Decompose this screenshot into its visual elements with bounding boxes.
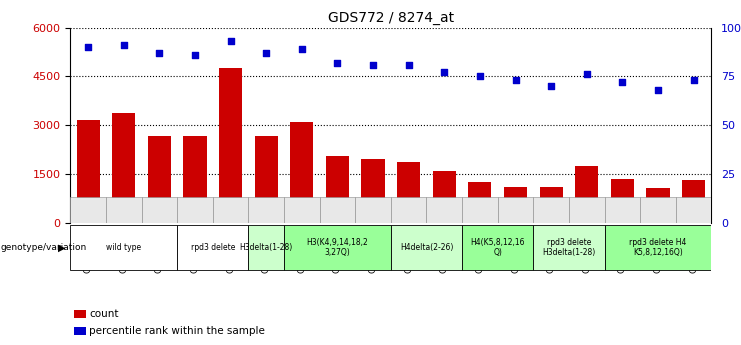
Text: H4(K5,8,12,16
Q): H4(K5,8,12,16 Q)	[471, 238, 525, 257]
Bar	[362, 159, 385, 223]
FancyBboxPatch shape	[177, 197, 213, 223]
FancyBboxPatch shape	[640, 197, 676, 223]
FancyBboxPatch shape	[391, 225, 462, 270]
Text: H3delta(1-28): H3delta(1-28)	[239, 243, 293, 252]
Bar	[326, 156, 349, 223]
FancyBboxPatch shape	[284, 225, 391, 270]
Point	[225, 39, 236, 44]
Text: H3(K4,9,14,18,2
3,27Q): H3(K4,9,14,18,2 3,27Q)	[307, 238, 368, 257]
Point	[545, 83, 557, 89]
Point	[260, 50, 272, 56]
FancyBboxPatch shape	[462, 197, 498, 223]
FancyBboxPatch shape	[106, 197, 142, 223]
FancyBboxPatch shape	[498, 197, 534, 223]
Text: wild type: wild type	[106, 243, 142, 252]
Point	[510, 78, 522, 83]
FancyBboxPatch shape	[284, 197, 319, 223]
Text: percentile rank within the sample: percentile rank within the sample	[89, 326, 265, 336]
FancyBboxPatch shape	[70, 197, 106, 223]
Text: rpd3 delete
H3delta(1-28): rpd3 delete H3delta(1-28)	[542, 238, 596, 257]
FancyBboxPatch shape	[248, 197, 284, 223]
FancyBboxPatch shape	[391, 197, 427, 223]
Bar	[646, 188, 670, 223]
Bar	[539, 187, 562, 223]
Point	[153, 50, 165, 56]
Bar	[219, 68, 242, 223]
Text: rpd3 delete: rpd3 delete	[190, 243, 235, 252]
Point	[367, 62, 379, 67]
FancyBboxPatch shape	[462, 225, 534, 270]
FancyBboxPatch shape	[177, 225, 248, 270]
Bar	[76, 120, 100, 223]
Point	[189, 52, 201, 58]
Text: rpd3 delete H4
K5,8,12,16Q): rpd3 delete H4 K5,8,12,16Q)	[629, 238, 687, 257]
Bar	[575, 166, 598, 223]
FancyBboxPatch shape	[534, 197, 569, 223]
Bar	[682, 180, 705, 223]
Point	[439, 70, 451, 75]
Point	[82, 44, 94, 50]
FancyBboxPatch shape	[319, 197, 355, 223]
Bar	[184, 136, 207, 223]
Bar	[290, 122, 313, 223]
Point	[688, 78, 700, 83]
Bar	[397, 162, 420, 223]
Point	[118, 42, 130, 48]
Point	[331, 60, 343, 66]
Text: genotype/variation: genotype/variation	[1, 243, 87, 252]
Bar	[112, 113, 136, 223]
FancyBboxPatch shape	[213, 197, 248, 223]
FancyBboxPatch shape	[605, 225, 711, 270]
FancyBboxPatch shape	[534, 225, 605, 270]
Text: count: count	[89, 309, 119, 319]
FancyBboxPatch shape	[142, 197, 177, 223]
Point	[617, 79, 628, 85]
Point	[581, 72, 593, 77]
Text: ▶: ▶	[58, 243, 65, 253]
FancyBboxPatch shape	[427, 197, 462, 223]
Bar	[468, 182, 491, 223]
Bar	[504, 187, 527, 223]
Text: H4delta(2-26): H4delta(2-26)	[400, 243, 453, 252]
Point	[296, 46, 308, 52]
Point	[652, 87, 664, 93]
FancyBboxPatch shape	[355, 197, 391, 223]
FancyBboxPatch shape	[676, 197, 711, 223]
Bar	[255, 136, 278, 223]
FancyBboxPatch shape	[70, 225, 177, 270]
Bar	[611, 179, 634, 223]
Bar	[148, 136, 171, 223]
Bar	[433, 170, 456, 223]
Title: GDS772 / 8274_at: GDS772 / 8274_at	[328, 11, 454, 25]
FancyBboxPatch shape	[248, 225, 284, 270]
FancyBboxPatch shape	[605, 197, 640, 223]
Point	[403, 62, 415, 67]
Point	[474, 73, 486, 79]
FancyBboxPatch shape	[569, 197, 605, 223]
